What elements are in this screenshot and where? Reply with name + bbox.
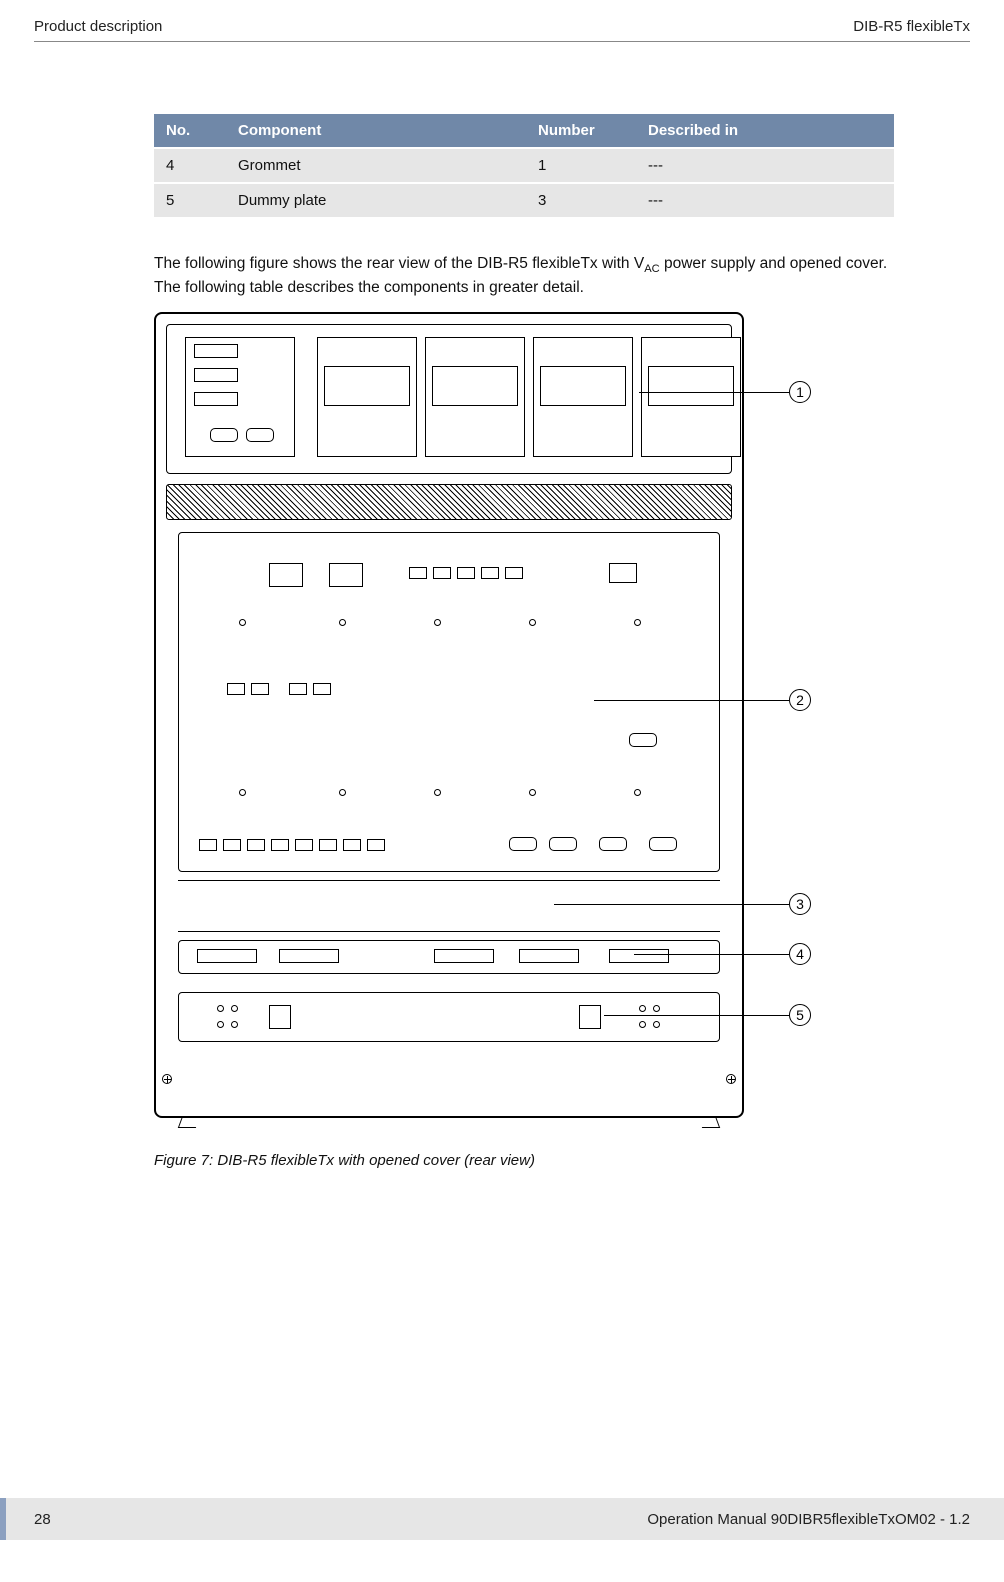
callout-3: 3	[789, 893, 811, 915]
cell-no: 5	[154, 184, 226, 217]
figure-diagram: 1 2 3 4 5	[154, 312, 914, 1142]
footer-doc-id: Operation Manual 90DIBR5flexibleTxOM02 -…	[647, 1511, 970, 1528]
table-row: 4 Grommet 1 ---	[154, 149, 894, 182]
para-sub: AC	[644, 263, 660, 275]
header-left: Product description	[34, 18, 162, 35]
page-footer: 28 Operation Manual 90DIBR5flexibleTxOM0…	[0, 1498, 1004, 1540]
cell-component: Dummy plate	[226, 184, 526, 217]
callout-1: 1	[789, 381, 811, 403]
th-described: Described in	[636, 114, 894, 147]
page-header: Product description DIB-R5 flexibleTx	[34, 18, 970, 42]
th-component: Component	[226, 114, 526, 147]
para-pre: The following figure shows the rear view…	[154, 255, 644, 272]
description-paragraph: The following figure shows the rear view…	[154, 253, 914, 300]
cell-component: Grommet	[226, 149, 526, 182]
figure-caption: Figure 7: DIB-R5 flexibleTx with opened …	[154, 1152, 874, 1169]
callout-2: 2	[789, 689, 811, 711]
table-row: 5 Dummy plate 3 ---	[154, 184, 894, 217]
footer-accent-bar	[0, 1498, 6, 1540]
table-header-row: No. Component Number Described in	[154, 114, 894, 147]
cell-number: 3	[526, 184, 636, 217]
callout-4: 4	[789, 943, 811, 965]
th-no: No.	[154, 114, 226, 147]
th-number: Number	[526, 114, 636, 147]
component-table: No. Component Number Described in 4 Grom…	[154, 112, 894, 219]
callout-5: 5	[789, 1004, 811, 1026]
cell-described: ---	[636, 184, 894, 217]
footer-page-number: 28	[34, 1511, 51, 1528]
header-right: DIB-R5 flexibleTx	[853, 18, 970, 35]
cell-no: 4	[154, 149, 226, 182]
cell-described: ---	[636, 149, 894, 182]
cell-number: 1	[526, 149, 636, 182]
